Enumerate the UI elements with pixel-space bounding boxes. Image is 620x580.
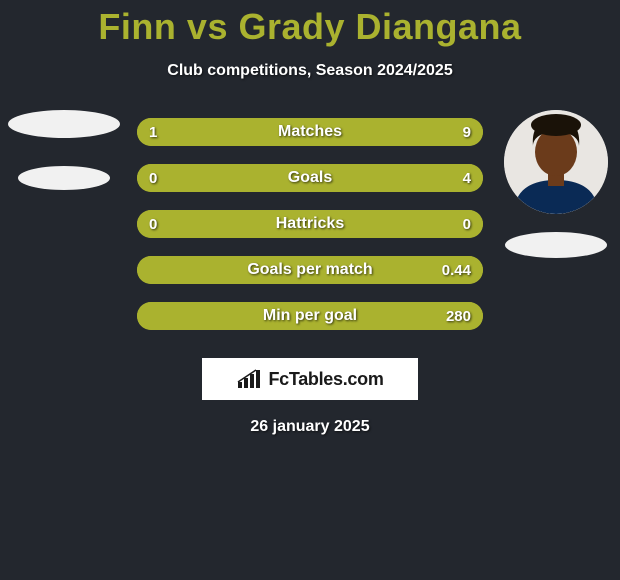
left-player-avatar <box>8 110 120 138</box>
stat-row: 280Min per goal <box>137 302 483 330</box>
player1-name: Finn <box>98 6 176 47</box>
right-club-badge <box>505 232 607 258</box>
left-club-badge <box>18 166 110 190</box>
comparison-panel: 19Matches 04Goals 00Hattricks 0.44Goals per… <box>0 118 620 330</box>
stat-right-fill <box>137 164 483 192</box>
subtitle: Club competitions, Season 2024/2025 <box>0 62 620 80</box>
left-player-col <box>8 110 120 190</box>
person-icon <box>504 110 608 214</box>
stat-left-fill <box>137 118 172 146</box>
player2-name: Grady Diangana <box>238 6 521 47</box>
watermark: FcTables.com <box>202 358 418 400</box>
stat-right-fill <box>137 302 483 330</box>
page-title: Finn vs Grady Diangana <box>0 0 620 48</box>
right-player-avatar <box>504 110 608 214</box>
stat-row: 0.44Goals per match <box>137 256 483 284</box>
stat-row: 19Matches <box>137 118 483 146</box>
stat-bars: 19Matches 04Goals 00Hattricks 0.44Goals per… <box>137 118 483 330</box>
footer-date: 26 january 2025 <box>0 418 620 436</box>
stat-row: 00Hattricks <box>137 210 483 238</box>
stat-right-fill <box>137 256 483 284</box>
watermark-text: FcTables.com <box>268 369 383 390</box>
bars-icon <box>236 368 262 390</box>
stat-left-fill <box>137 210 310 238</box>
stat-right-fill <box>172 118 483 146</box>
stat-right-fill <box>310 210 483 238</box>
vs-word: vs <box>187 6 228 47</box>
right-player-col <box>504 110 608 258</box>
stat-row: 04Goals <box>137 164 483 192</box>
